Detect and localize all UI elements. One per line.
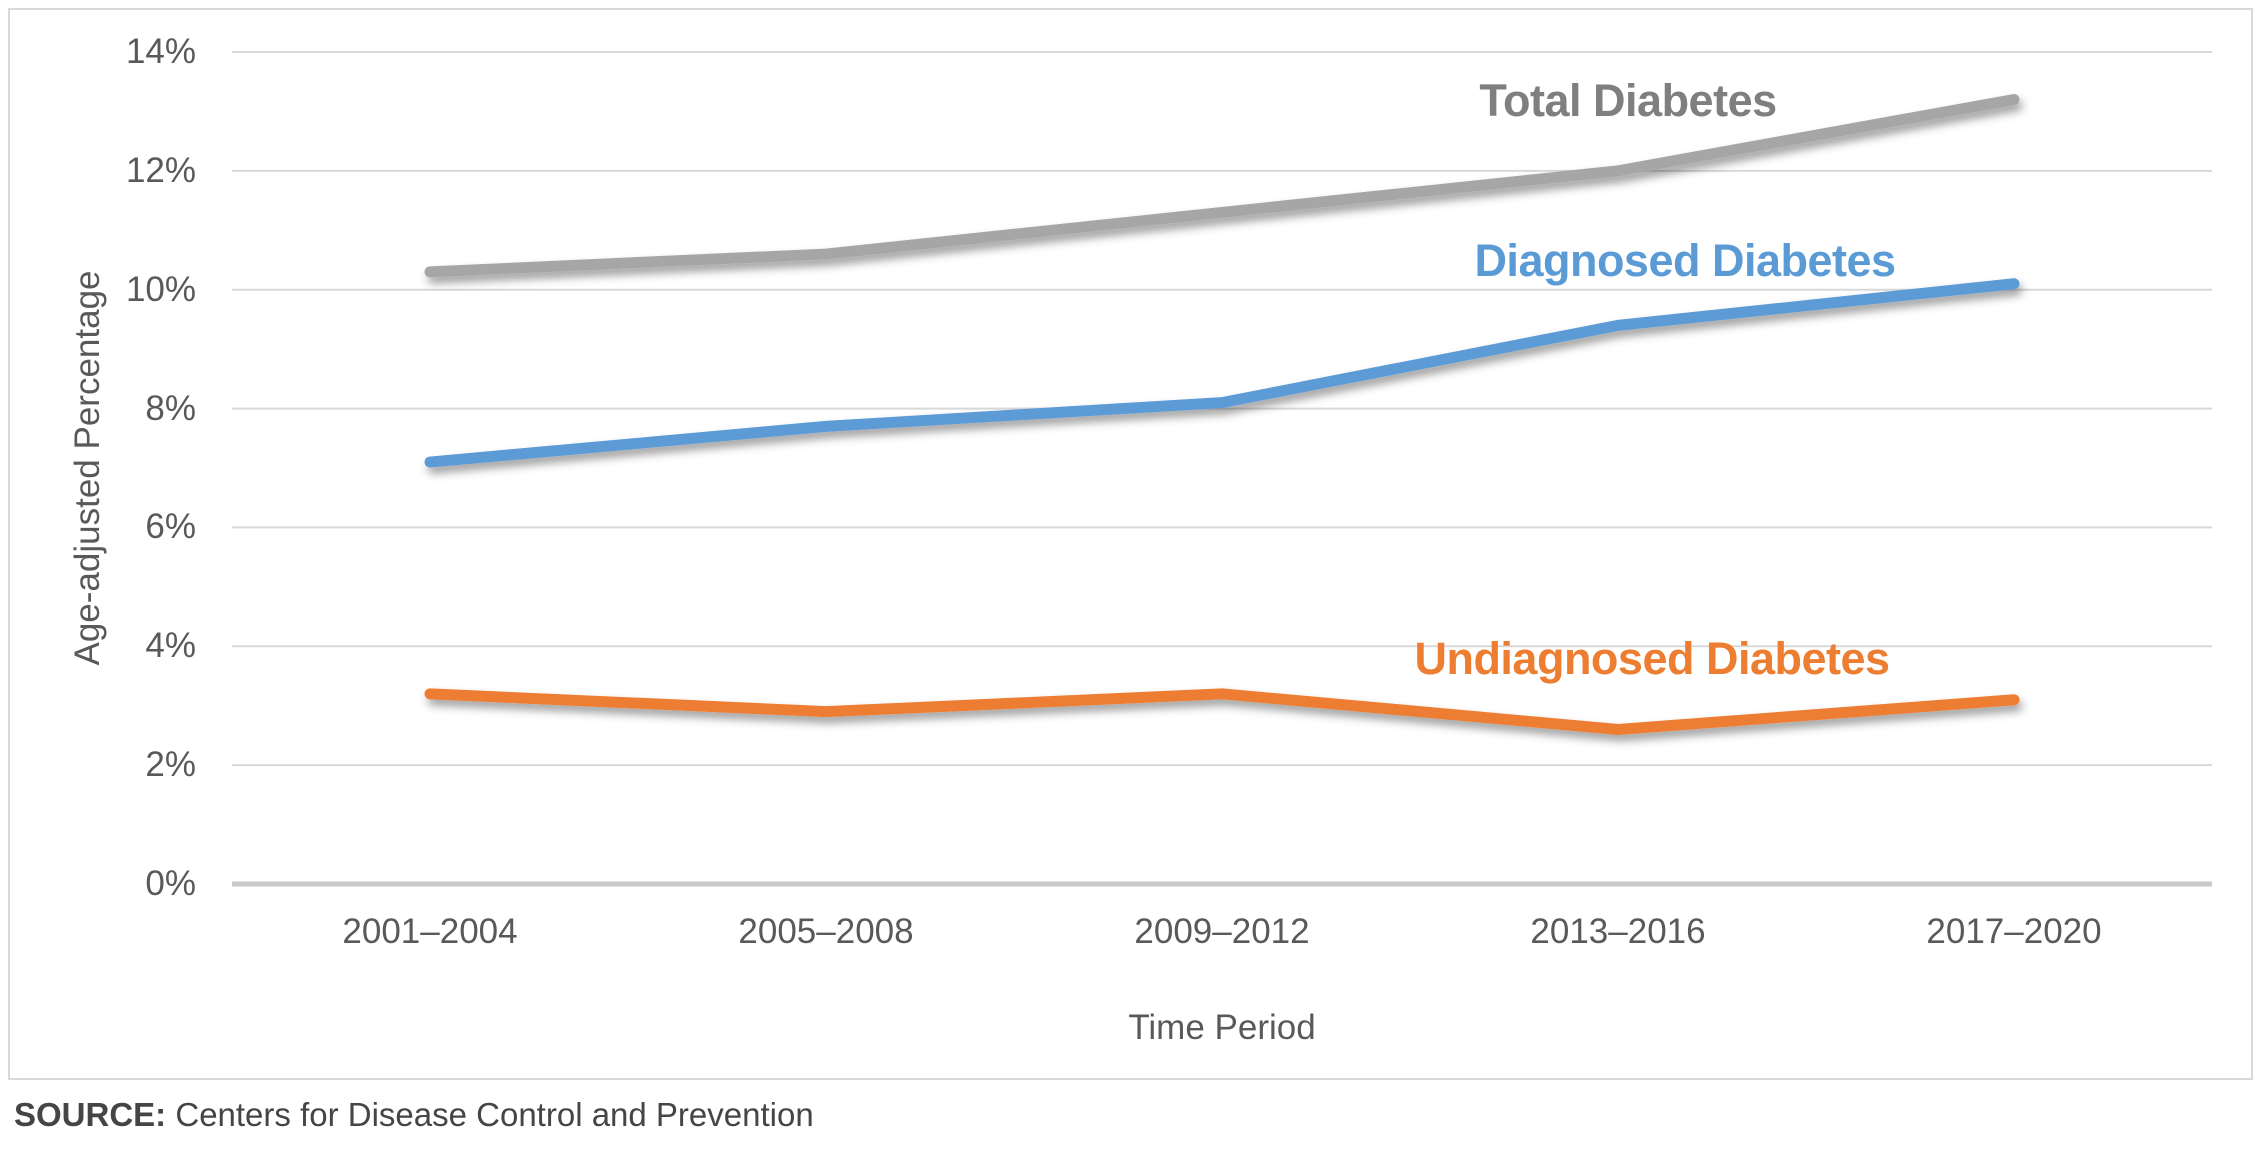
y-tick-label-12: 12% bbox=[125, 150, 196, 190]
gridlines bbox=[232, 51, 2212, 887]
source-note: SOURCE: Centers for Disease Control and … bbox=[14, 1096, 814, 1134]
series-line-diagnosed-diabetes bbox=[424, 278, 2020, 468]
source-note-text: Centers for Disease Control and Preventi… bbox=[166, 1096, 814, 1133]
series-line-undiagnosed-diabetes bbox=[424, 688, 2020, 735]
source-note-label: SOURCE: bbox=[14, 1096, 167, 1133]
chart-frame bbox=[8, 8, 2253, 1080]
y-tick-label-8: 8% bbox=[145, 388, 196, 428]
x-tick-label-1: 2001–2004 bbox=[342, 912, 518, 951]
x-tick-label-3: 2009–2012 bbox=[1134, 912, 1310, 951]
x-axis-title: Time Period bbox=[1128, 1008, 1316, 1047]
series-label-undiagnosed-diabetes: Undiagnosed Diabetes bbox=[1414, 633, 1890, 684]
series-lines bbox=[424, 94, 2020, 735]
x-tick-label-2: 2005–2008 bbox=[738, 912, 914, 951]
series-line-total-diabetes bbox=[424, 94, 2020, 278]
y-axis-title: Age-adjusted Percentage bbox=[68, 270, 107, 666]
y-tick-label-6: 6% bbox=[145, 507, 196, 547]
x-tick-label-5: 2017–2020 bbox=[1926, 912, 2102, 951]
y-tick-label-2: 2% bbox=[145, 745, 196, 785]
y-tick-label-4: 4% bbox=[145, 626, 196, 666]
y-tick-label-14: 14% bbox=[125, 32, 196, 71]
y-tick-label-10: 10% bbox=[125, 269, 196, 309]
series-label-diagnosed-diabetes: Diagnosed Diabetes bbox=[1474, 235, 1896, 286]
x-tick-label-4: 2013–2016 bbox=[1530, 912, 1706, 951]
series-label-total-diabetes: Total Diabetes bbox=[1479, 75, 1777, 126]
y-tick-label-0: 0% bbox=[145, 864, 196, 903]
